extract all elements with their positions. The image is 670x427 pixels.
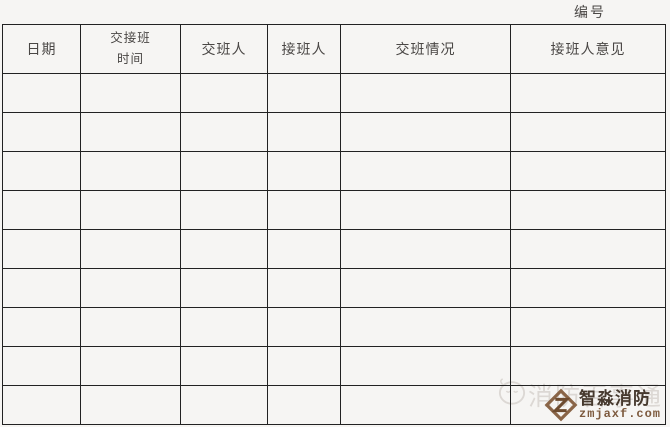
table-cell xyxy=(267,190,341,230)
table-cell xyxy=(510,190,666,230)
table-cell xyxy=(180,112,268,152)
table-cell xyxy=(80,307,181,347)
table-cell xyxy=(2,268,81,308)
table-cell xyxy=(2,346,81,386)
table-row xyxy=(2,112,666,152)
table-row xyxy=(2,190,666,230)
vendor-logo-title: 智淼消防 xyxy=(579,388,651,408)
table-cell xyxy=(510,151,666,191)
table-cell xyxy=(267,346,341,386)
table-row xyxy=(2,268,666,308)
table-cell xyxy=(2,112,81,152)
table-cell xyxy=(510,385,666,425)
table-cell xyxy=(267,73,341,113)
table-cell xyxy=(510,268,666,308)
table-row xyxy=(2,307,666,347)
header-incoming-opinion: 接班人意见 xyxy=(510,24,666,74)
table-cell xyxy=(180,190,268,230)
table-cell xyxy=(180,151,268,191)
table-cell xyxy=(510,229,666,269)
table-cell xyxy=(340,229,511,269)
table-cell xyxy=(80,112,181,152)
table-cell xyxy=(80,190,181,230)
table-cell xyxy=(340,268,511,308)
vendor-logo-domain: zmjaxf.com xyxy=(579,406,662,421)
table-row xyxy=(2,151,666,191)
table-cell xyxy=(80,229,181,269)
vendor-logo: 智淼消防 zmjaxf.com xyxy=(544,388,661,422)
table-cell xyxy=(180,307,268,347)
table-cell xyxy=(180,73,268,113)
table-cell xyxy=(340,112,511,152)
serial-number-label: 编号 xyxy=(574,4,606,20)
table-cell xyxy=(2,73,81,113)
table-cell xyxy=(80,73,181,113)
table-cell xyxy=(510,346,666,386)
header-shift-time: 交接班 时间 xyxy=(80,24,181,74)
table-cell xyxy=(267,307,341,347)
header-date: 日期 xyxy=(2,24,81,74)
table-cell xyxy=(180,268,268,308)
table-row xyxy=(2,385,666,425)
table-cell xyxy=(510,112,666,152)
table-cell xyxy=(267,385,341,425)
table-cell xyxy=(340,73,511,113)
header-handover-situation: 交班情况 xyxy=(340,24,511,74)
table-cell xyxy=(510,73,666,113)
diamond-logo-icon xyxy=(544,388,578,422)
table-cell xyxy=(80,385,181,425)
table-row xyxy=(2,346,666,386)
table-cell xyxy=(340,151,511,191)
table-cell xyxy=(2,385,81,425)
table-header-row: 日期 交接班 时间 交班人 接班人 交班情况 接班人意见 xyxy=(2,24,666,74)
table-cell xyxy=(180,385,268,425)
table-cell xyxy=(267,229,341,269)
table-cell xyxy=(80,151,181,191)
table-row xyxy=(2,229,666,269)
table-cell xyxy=(340,385,511,425)
table-cell xyxy=(2,151,81,191)
table-cell xyxy=(267,112,341,152)
table-cell xyxy=(80,346,181,386)
table-cell xyxy=(180,229,268,269)
table-cell xyxy=(180,346,268,386)
table-cell xyxy=(340,346,511,386)
table-cell xyxy=(2,229,81,269)
table-body xyxy=(2,73,666,425)
table-cell xyxy=(267,268,341,308)
handover-record-table: 日期 交接班 时间 交班人 接班人 交班情况 接班人意见 xyxy=(2,24,666,425)
header-outgoing-person: 交班人 xyxy=(180,24,268,74)
header-incoming-person: 接班人 xyxy=(267,24,341,74)
table-cell xyxy=(340,190,511,230)
table-cell xyxy=(267,151,341,191)
table-cell xyxy=(2,307,81,347)
table-cell xyxy=(510,307,666,347)
table-cell xyxy=(2,190,81,230)
table-row xyxy=(2,73,666,113)
table-cell xyxy=(340,307,511,347)
table-cell xyxy=(80,268,181,308)
